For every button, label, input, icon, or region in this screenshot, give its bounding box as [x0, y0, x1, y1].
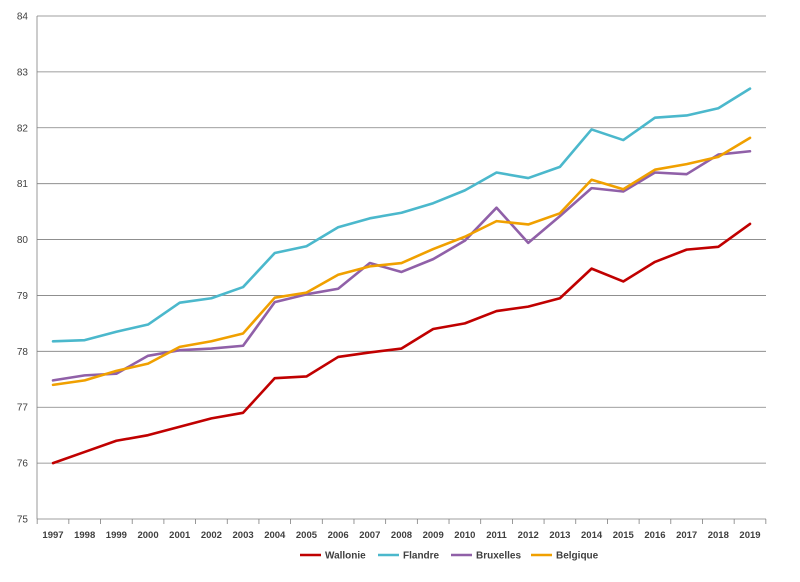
y-tick-label: 76 — [17, 459, 29, 470]
x-tick-label: 2012 — [518, 530, 539, 541]
x-tick-label: 2005 — [296, 530, 318, 541]
x-tick-label: 1997 — [42, 530, 63, 541]
series-lines — [51, 87, 752, 465]
x-tick-label: 2004 — [264, 530, 286, 541]
legend-label-bruxelles: Bruxelles — [476, 551, 521, 562]
x-tick-label: 2009 — [423, 530, 444, 541]
series-line-flandre — [51, 87, 752, 343]
y-tick-label: 82 — [17, 123, 29, 134]
legend-label-flandre: Flandre — [403, 551, 440, 562]
y-tick-label: 77 — [17, 403, 29, 414]
series-line-belgique — [51, 136, 752, 387]
x-tick-label: 2010 — [454, 530, 475, 541]
y-tick-label: 78 — [17, 347, 29, 358]
series-line-bruxelles — [51, 149, 752, 382]
x-tick-label: 2000 — [137, 530, 158, 541]
grid-lines — [37, 15, 766, 464]
x-tick-label: 2007 — [359, 530, 380, 541]
x-tick-label: 2016 — [644, 530, 665, 541]
x-tick-label: 2002 — [201, 530, 222, 541]
legend-label-wallonie: Wallonie — [325, 551, 366, 562]
y-axis-ticks: 75 76 77 78 79 80 81 82 83 84 — [17, 12, 29, 526]
x-tick-label: 2017 — [676, 530, 697, 541]
legend: Wallonie Flandre Bruxelles Belgique — [300, 551, 599, 562]
x-tick-label: 2018 — [708, 530, 729, 541]
y-tick-label: 75 — [17, 515, 29, 526]
series-line-wallonie — [51, 222, 752, 465]
x-tick-label: 1998 — [74, 530, 95, 541]
x-axis-ticks: 1997 1998 1999 2000 2001 2002 2003 2004 2005 2006… — [42, 530, 760, 541]
x-tick-label: 2001 — [169, 530, 191, 541]
y-tick-label: 81 — [17, 179, 29, 190]
x-tick-label: 2008 — [391, 530, 412, 541]
x-tick-label: 2003 — [233, 530, 254, 541]
axes — [36, 16, 767, 524]
x-tick-label: 2011 — [486, 530, 507, 541]
y-tick-label: 79 — [17, 291, 29, 302]
x-tick-label: 2015 — [613, 530, 635, 541]
x-tick-label: 2013 — [549, 530, 570, 541]
x-tick-label: 2019 — [739, 530, 760, 541]
x-tick-label: 1999 — [106, 530, 127, 541]
x-tick-label: 2014 — [581, 530, 603, 541]
y-tick-label: 80 — [17, 235, 29, 246]
legend-label-belgique: Belgique — [556, 551, 599, 562]
y-tick-label: 84 — [17, 12, 29, 23]
x-tick-label: 2006 — [328, 530, 349, 541]
y-tick-label: 83 — [17, 67, 29, 78]
